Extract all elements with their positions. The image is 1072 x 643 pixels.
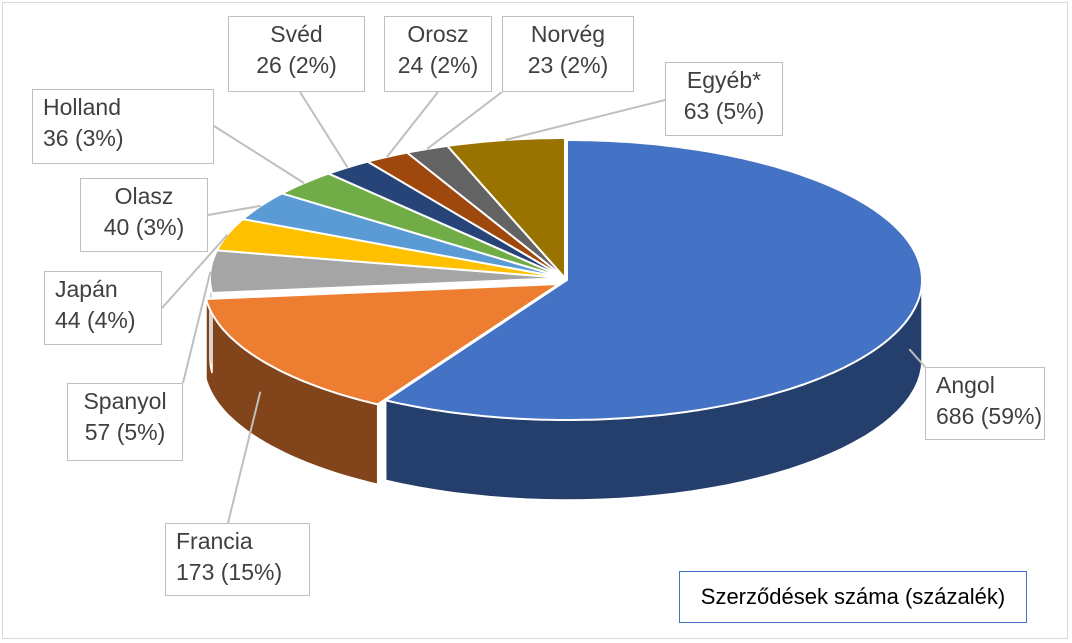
leader-line-egyéb* (505, 99, 666, 141)
pie-slice-francia (204, 282, 563, 406)
data-label-holland: Holland 36 (3%) (32, 89, 214, 164)
leader-line-angol (908, 348, 926, 368)
data-label-sved: Svéd 26 (2%) (228, 16, 365, 92)
pie-slice-angol (383, 139, 923, 421)
leader-line-svéd (299, 91, 349, 168)
pie-tops (204, 137, 923, 421)
data-label-francia: Francia 173 (15%) (165, 523, 310, 596)
leader-line-francia (227, 391, 262, 524)
leader-line-japán (161, 233, 229, 309)
leader-line-orosz (386, 91, 439, 158)
legend-text: Szerződések száma (százalék) (700, 584, 1006, 609)
leader-lines (161, 91, 926, 524)
data-label-egyeb: Egyéb* 63 (5%) (665, 62, 783, 136)
data-label-angol: Angol 686 (59%) (925, 367, 1045, 440)
leader-line-norvég (426, 91, 503, 150)
leader-line-spanyol (182, 271, 212, 384)
data-label-orosz: Orosz 24 (2%) (384, 16, 492, 92)
legend-box: Szerződések száma (százalék) (679, 571, 1027, 623)
data-label-norveg: Norvég 23 (2%) (502, 16, 634, 92)
data-label-olasz: Olasz 40 (3%) (80, 178, 208, 252)
leader-line-holland (213, 125, 305, 184)
leader-line-olasz (207, 204, 261, 216)
pie-slice-norvég (404, 144, 566, 279)
data-label-spanyol: Spanyol 57 (5%) (67, 383, 183, 461)
data-label-japan: Japán 44 (4%) (44, 271, 162, 345)
